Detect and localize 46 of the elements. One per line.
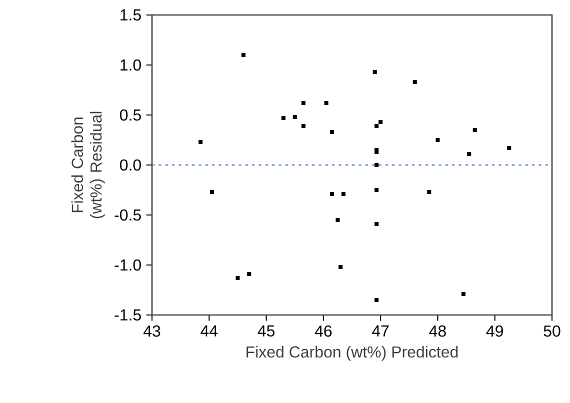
x-tick-label: 48 [429, 325, 446, 337]
point [436, 138, 440, 142]
point [247, 272, 252, 276]
point [198, 140, 203, 144]
x-tick-label: 50 [544, 325, 560, 337]
y-tick-label: 1.5 [120, 9, 141, 21]
point [281, 116, 286, 120]
point [374, 162, 379, 167]
y-tick-label: 1.0 [120, 59, 141, 71]
x-tick-label: 46 [314, 325, 332, 337]
point [338, 264, 343, 270]
point [372, 70, 377, 74]
point [427, 190, 432, 194]
point [374, 188, 379, 192]
point [374, 124, 379, 128]
point [412, 80, 417, 84]
point [210, 190, 214, 194]
point [301, 124, 306, 128]
x-tick-label: 47 [372, 325, 389, 336]
y-tick-label: 0.0 [120, 159, 141, 171]
point [236, 276, 240, 280]
y-axis-title: Fixed Carbon (wt%) Residual [71, 112, 105, 218]
point [378, 120, 383, 124]
x-tick-label: 49 [486, 325, 503, 337]
y-tick-label: -0.5 [114, 209, 141, 221]
x-tick-label: 45 [258, 325, 274, 337]
point [241, 52, 246, 57]
point [467, 152, 472, 156]
y-tick-label: -1.5 [114, 309, 141, 321]
point [292, 114, 297, 119]
point [330, 130, 334, 134]
point [461, 292, 466, 296]
point [341, 192, 346, 196]
x-tick-label: 43 [143, 325, 160, 337]
x-axis-title: Fixed Carbon (wt%) Predicted [246, 346, 458, 361]
point [324, 100, 328, 105]
point [374, 222, 379, 226]
point [301, 100, 306, 105]
y-tick-label: 0.5 [120, 109, 141, 121]
point [374, 298, 379, 302]
y-tick-label: -1.0 [114, 259, 141, 271]
x-tick-label: 44 [200, 325, 218, 336]
point [507, 146, 512, 150]
point [472, 128, 477, 132]
point [336, 218, 340, 222]
point [330, 192, 334, 196]
